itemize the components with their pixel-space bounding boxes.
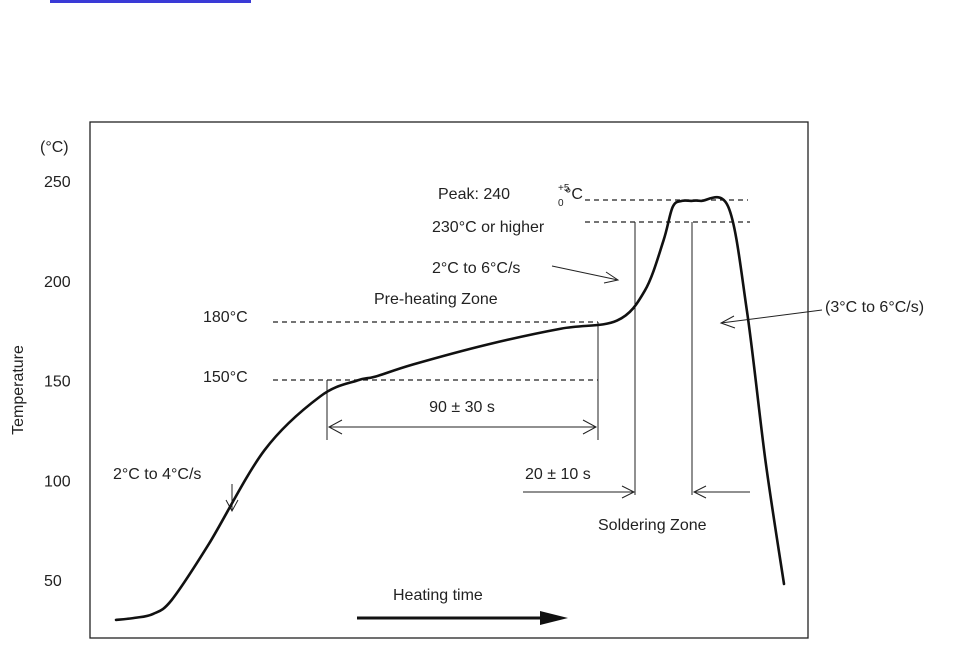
temperature-profile-line <box>114 195 786 622</box>
ramp-up-1-label: 2°C to 4°C/s <box>113 466 201 483</box>
preheat-time-label: 90 ± 30 s <box>429 399 495 416</box>
t180-label: 180°C <box>203 309 248 326</box>
solder-arrowhead-left <box>621 485 636 499</box>
ramp-up-2-label: 2°C to 6°C/s <box>432 260 520 277</box>
y-unit-label: (°C) <box>40 139 69 156</box>
plot-frame <box>89 121 809 639</box>
solder-arrowhead-right <box>692 485 707 499</box>
heating-time-label: Heating time <box>393 587 483 604</box>
ramp-down-leader <box>720 309 823 324</box>
link-underline[interactable] <box>50 0 251 3</box>
solder-time-label: 20 ± 10 s <box>525 466 591 483</box>
ramp-up-2-leader <box>551 265 619 281</box>
y-tick-label: 50 <box>44 573 62 590</box>
peak-unit: °C <box>565 186 583 203</box>
y-tick-label: 150 <box>44 374 71 391</box>
y-tick-label: 200 <box>44 274 71 291</box>
preheat-arrowhead-right <box>582 419 598 435</box>
peak-label: Peak: 240 <box>438 186 510 203</box>
t230-label: 230°C or higher <box>432 219 545 236</box>
y-tick-label: 100 <box>44 473 71 490</box>
ramp-down-label: (3°C to 6°C/s) <box>825 299 924 316</box>
solder-zone-label: Soldering Zone <box>598 517 707 534</box>
peak-tolerance-plus: +5 <box>558 183 570 194</box>
ramp-up-2-arrowhead <box>603 271 620 284</box>
y-tick-label: 250 <box>44 174 71 191</box>
ramp-down-arrowhead <box>719 315 736 329</box>
preheat-arrowhead-left <box>327 419 343 435</box>
peak-tolerance-minus: 0 <box>558 198 564 209</box>
y-axis-label: Temperature <box>10 345 27 435</box>
heating-time-arrowhead <box>540 611 568 625</box>
t150-label: 150°C <box>203 369 248 386</box>
preheat-zone-label: Pre-heating Zone <box>374 291 498 308</box>
ramp-up-1-arrowhead <box>225 499 239 513</box>
y-tick-labels: 250 200 150 100 50 <box>44 174 71 590</box>
